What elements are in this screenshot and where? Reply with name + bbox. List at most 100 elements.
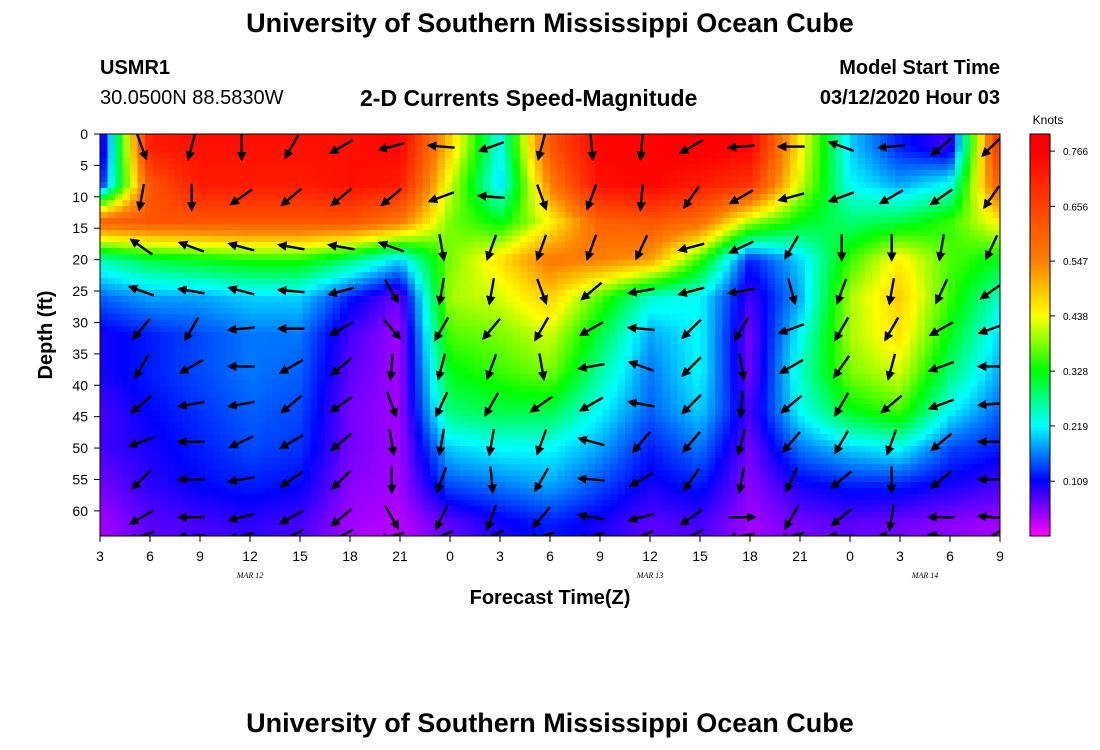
heatmap-cell [857, 260, 866, 267]
heatmap-cell [880, 158, 889, 165]
heatmap-cell [805, 344, 814, 351]
heatmap-cell [625, 170, 634, 177]
heatmap-cell [182, 260, 191, 267]
heatmap-cell [902, 152, 911, 159]
heatmap-cell [295, 260, 304, 267]
heatmap-cell [452, 218, 461, 225]
heatmap-cell [835, 170, 844, 177]
heatmap-cell [737, 242, 746, 249]
heatmap-cell [107, 230, 116, 237]
heatmap-cell [857, 284, 866, 291]
heatmap-cell [557, 146, 566, 153]
heatmap-cell [670, 194, 679, 201]
heatmap-cell [220, 248, 229, 255]
heatmap-cell [565, 248, 574, 255]
heatmap-cell [527, 332, 536, 339]
heatmap-cell [520, 278, 529, 285]
heatmap-cell [730, 362, 739, 369]
heatmap-cell [280, 254, 289, 261]
heatmap-cell [520, 188, 529, 195]
heatmap-cell [137, 314, 146, 321]
heatmap-cell [370, 248, 379, 255]
heatmap-cell [692, 374, 701, 381]
heatmap-cell [497, 338, 506, 345]
heatmap-cell [685, 290, 694, 297]
heatmap-cell [535, 218, 544, 225]
heatmap-cell [632, 278, 641, 285]
heatmap-cell [602, 284, 611, 291]
heatmap-cell [400, 134, 409, 141]
heatmap-cell [422, 344, 431, 351]
heatmap-cell [925, 302, 934, 309]
heatmap-cell [272, 290, 281, 297]
heatmap-cell [707, 212, 716, 219]
heatmap-cell [617, 218, 626, 225]
heatmap-cell [370, 134, 379, 141]
heatmap-cell [902, 224, 911, 231]
heatmap-cell [227, 314, 236, 321]
heatmap-cell [167, 290, 176, 297]
heatmap-cell [325, 368, 334, 375]
heatmap-cell [167, 200, 176, 207]
heatmap-cell [722, 236, 731, 243]
heatmap-cell [340, 272, 349, 279]
heatmap-cell [730, 266, 739, 273]
heatmap-cell [685, 152, 694, 159]
heatmap-cell [565, 296, 574, 303]
heatmap-cell [430, 152, 439, 159]
heatmap-cell [730, 260, 739, 267]
heatmap-cell [565, 278, 574, 285]
heatmap-cell [632, 374, 641, 381]
heatmap-cell [205, 206, 214, 213]
heatmap-cell [730, 272, 739, 279]
heatmap-cell [947, 350, 956, 357]
heatmap-cell [902, 296, 911, 303]
heatmap-cell [422, 338, 431, 345]
heatmap-cell [947, 248, 956, 255]
heatmap-cell [227, 212, 236, 219]
heatmap-cell [902, 368, 911, 375]
heatmap-cell [955, 206, 964, 213]
heatmap-cell [977, 218, 986, 225]
heatmap-cell [182, 194, 191, 201]
heatmap-cell [932, 248, 941, 255]
heatmap-cell [670, 248, 679, 255]
heatmap-cell [752, 284, 761, 291]
heatmap-cell [647, 284, 656, 291]
heatmap-cell [370, 200, 379, 207]
heatmap-cell [205, 242, 214, 249]
heatmap-cell [662, 344, 671, 351]
heatmap-cell [655, 134, 664, 141]
heatmap-cell [167, 236, 176, 243]
heatmap-cell [722, 152, 731, 159]
heatmap-cell [595, 230, 604, 237]
heatmap-cell [467, 242, 476, 249]
heatmap-cell [790, 164, 799, 171]
heatmap-cell [220, 146, 229, 153]
heatmap-cell [370, 254, 379, 261]
heatmap-cell [827, 350, 836, 357]
heatmap-cell [872, 320, 881, 327]
heatmap-cell [820, 194, 829, 201]
heatmap-cell [520, 380, 529, 387]
heatmap-cell [190, 368, 199, 375]
heatmap-cell [115, 176, 124, 183]
heatmap-cell [235, 332, 244, 339]
heatmap-cell [842, 332, 851, 339]
heatmap-cell [347, 236, 356, 243]
heatmap-cell [715, 254, 724, 261]
heatmap-cell [745, 206, 754, 213]
heatmap-cell [137, 254, 146, 261]
heatmap-cell [355, 140, 364, 147]
heatmap-cell [842, 254, 851, 261]
heatmap-cell [490, 254, 499, 261]
heatmap-cell [707, 302, 716, 309]
heatmap-cell [482, 314, 491, 321]
heatmap-cell [287, 272, 296, 279]
heatmap-cell [715, 200, 724, 207]
heatmap-cell [767, 356, 776, 363]
heatmap-cell [880, 248, 889, 255]
heatmap-cell [377, 254, 386, 261]
heatmap-cell [505, 326, 514, 333]
heatmap-cell [617, 230, 626, 237]
